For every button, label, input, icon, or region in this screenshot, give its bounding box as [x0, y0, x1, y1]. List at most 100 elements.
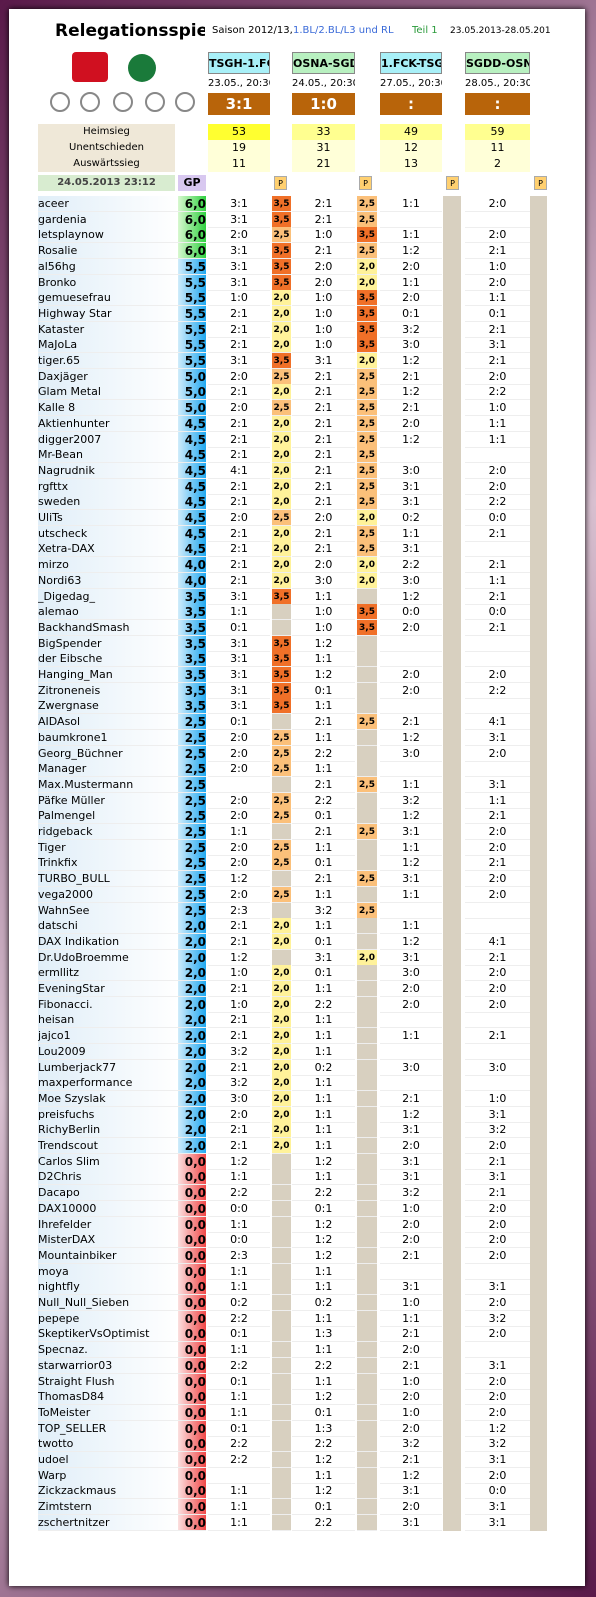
player-name: Trendscout — [38, 1138, 178, 1154]
points — [272, 1483, 291, 1499]
logo — [145, 92, 165, 112]
tip: 2:0 — [380, 981, 442, 997]
tip: 2:0 — [208, 840, 270, 856]
empty-points — [530, 337, 547, 353]
points: 3,5 — [357, 227, 377, 243]
tip: 3:1 — [208, 353, 270, 369]
empty-points — [443, 306, 461, 322]
gp-value: 4,5 — [178, 463, 206, 479]
tip: 3:1 — [465, 777, 530, 793]
gp-value: 2,5 — [178, 714, 206, 730]
tip: 0:0 — [208, 1201, 270, 1217]
gp-value: 2,0 — [178, 1075, 206, 1091]
tip: 3:0 — [208, 1091, 270, 1107]
points: 3,5 — [272, 651, 291, 667]
empty-points — [530, 683, 547, 699]
points — [357, 1075, 377, 1091]
tip: 1:1 — [208, 1169, 270, 1185]
empty-points — [443, 1358, 461, 1374]
tip: 2:0 — [465, 981, 530, 997]
points — [357, 589, 377, 605]
player-name: TOP_SELLER — [38, 1421, 178, 1437]
points: 2,0 — [272, 447, 291, 463]
tip: 2:0 — [208, 746, 270, 762]
gp-value: 4,5 — [178, 416, 206, 432]
gp-value: 2,5 — [178, 824, 206, 840]
tip: 3:1 — [465, 337, 530, 353]
points — [357, 1326, 377, 1342]
tip: 2:3 — [208, 1248, 270, 1264]
points — [357, 761, 377, 777]
empty-points — [443, 275, 461, 291]
empty-points — [443, 1154, 461, 1170]
player-name: WahnSee — [38, 903, 178, 919]
tip: 1:0 — [465, 259, 530, 275]
points: 2,5 — [357, 541, 377, 557]
tip: 2:1 — [292, 824, 355, 840]
player-name: Zimtstern — [38, 1499, 178, 1515]
points — [272, 777, 291, 793]
points — [357, 1154, 377, 1170]
tip — [380, 636, 442, 652]
points — [357, 1295, 377, 1311]
empty-points — [443, 1421, 461, 1437]
tip: 2:2 — [292, 1436, 355, 1452]
tip — [465, 1264, 530, 1280]
points: 3,5 — [272, 698, 291, 714]
tip: 3:1 — [380, 1169, 442, 1185]
empty-points — [530, 777, 547, 793]
points: 2,0 — [357, 353, 377, 369]
gp-value: 2,5 — [178, 793, 206, 809]
empty-points — [443, 1483, 461, 1499]
tip: 2:1 — [292, 416, 355, 432]
tip: 2:1 — [292, 871, 355, 887]
player-name: Nordi63 — [38, 573, 178, 589]
tip: 1:1 — [292, 1279, 355, 1295]
tip: 2:1 — [465, 620, 530, 636]
tip: 1:1 — [380, 1311, 442, 1327]
tip: 1:0 — [292, 306, 355, 322]
tip: 2:0 — [465, 840, 530, 856]
points — [357, 1264, 377, 1280]
tip: 2:0 — [465, 746, 530, 762]
stat-value: 19 — [208, 140, 270, 156]
tip: 2:1 — [208, 557, 270, 573]
tip: 2:0 — [380, 1232, 442, 1248]
points — [357, 1374, 377, 1390]
points — [357, 1248, 377, 1264]
points: 3,5 — [272, 196, 291, 212]
tip: 3:1 — [465, 1169, 530, 1185]
points: 2,5 — [357, 871, 377, 887]
gp-value: 2,5 — [178, 840, 206, 856]
gp-value: 0,0 — [178, 1374, 206, 1390]
tip: 1:0 — [380, 1374, 442, 1390]
tip: 2:0 — [292, 275, 355, 291]
tip: 1:0 — [380, 1295, 442, 1311]
player-name: starwarrior03 — [38, 1358, 178, 1374]
title: Relegationsspiele — [55, 21, 205, 41]
gp-value: 5,5 — [178, 322, 206, 338]
points: 2,5 — [357, 494, 377, 510]
tip: 0:2 — [208, 1295, 270, 1311]
points-header: P — [274, 176, 287, 190]
gp-value: 0,0 — [178, 1248, 206, 1264]
stat-value: 31 — [292, 140, 355, 156]
tip: 2:0 — [380, 1421, 442, 1437]
points: 2,5 — [272, 730, 291, 746]
tip: 2:0 — [380, 997, 442, 1013]
points — [357, 808, 377, 824]
empty-points — [443, 212, 461, 228]
tip: 2:1 — [380, 1248, 442, 1264]
tip: 2:2 — [292, 1515, 355, 1531]
points: 2,0 — [357, 275, 377, 291]
tip: 3:1 — [208, 698, 270, 714]
tip: 2:1 — [292, 400, 355, 416]
stat-value: 33 — [292, 124, 355, 140]
tip: 2:0 — [208, 855, 270, 871]
points: 2,5 — [357, 212, 377, 228]
empty-points — [443, 620, 461, 636]
points: 2,5 — [272, 369, 291, 385]
player-name: Zickzackmaus — [38, 1483, 178, 1499]
empty-points — [530, 259, 547, 275]
empty-points — [443, 1028, 461, 1044]
